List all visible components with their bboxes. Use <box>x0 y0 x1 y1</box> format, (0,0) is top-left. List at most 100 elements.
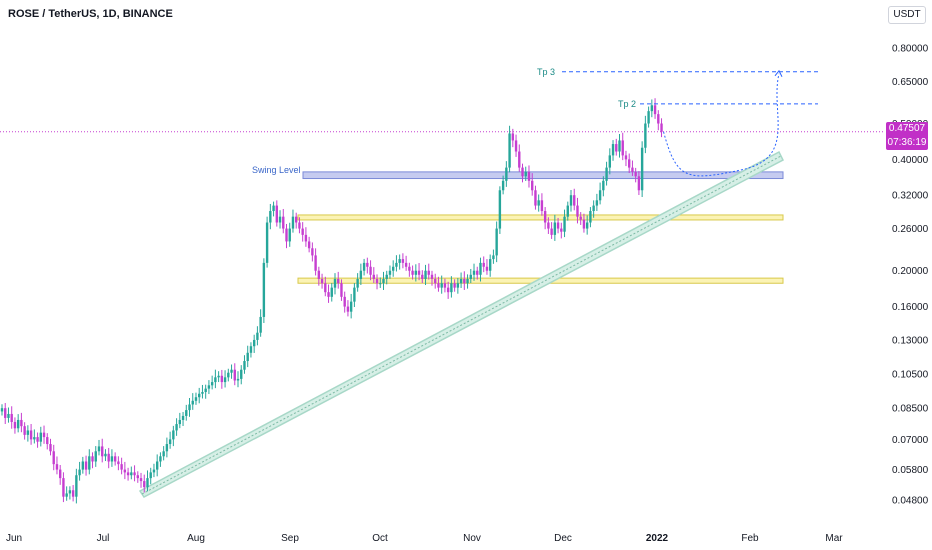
candle <box>424 264 427 286</box>
candle <box>650 99 654 118</box>
candle-body <box>304 234 308 242</box>
candle <box>240 365 243 385</box>
candle <box>185 404 188 421</box>
candle <box>78 461 81 481</box>
y-axis: 0.800000.650000.500000.400000.320000.260… <box>892 44 929 507</box>
candle <box>117 456 120 471</box>
candle <box>417 263 421 281</box>
candle <box>314 248 317 276</box>
candle-body <box>314 255 317 271</box>
candle-body <box>256 332 259 340</box>
candle-body <box>7 413 10 418</box>
candle <box>42 425 46 444</box>
candle <box>52 444 55 471</box>
candle <box>340 279 343 301</box>
candle-body <box>621 140 624 156</box>
candle-body <box>65 493 68 497</box>
candle <box>49 438 52 456</box>
candle-body <box>589 211 592 223</box>
candle-body <box>13 421 17 429</box>
candle-body <box>168 439 172 445</box>
candle-body <box>424 270 427 279</box>
candle <box>485 259 489 275</box>
candle-body <box>598 190 602 201</box>
candle <box>346 300 350 317</box>
candle <box>291 209 295 233</box>
candle-body <box>46 437 49 445</box>
candle-body <box>553 222 557 235</box>
candle-body <box>540 200 544 212</box>
currency-selector-button[interactable]: USDT <box>888 6 926 24</box>
candle <box>621 132 624 161</box>
candle-body <box>479 262 482 275</box>
candle-body <box>29 430 33 440</box>
candle <box>540 193 544 216</box>
candle-body <box>650 105 654 112</box>
candle-body <box>375 278 379 284</box>
candle <box>4 402 7 424</box>
candle-body <box>185 410 188 416</box>
candle <box>285 223 288 249</box>
candle-body <box>531 180 534 191</box>
candle-countdown: 07:36:19 <box>887 137 927 148</box>
candle <box>168 431 172 449</box>
candle <box>307 236 311 253</box>
candle-body <box>26 430 30 435</box>
candle <box>430 270 434 286</box>
candle <box>443 278 447 293</box>
candle <box>256 326 259 346</box>
candle-body <box>207 385 211 389</box>
candle-body <box>498 190 502 229</box>
candle-body <box>508 133 511 168</box>
candle-body <box>640 147 644 191</box>
candle <box>543 207 547 230</box>
candle-body <box>563 216 566 232</box>
candle <box>608 148 612 175</box>
candle-body <box>501 180 505 191</box>
candle <box>278 210 282 229</box>
candle <box>55 456 59 475</box>
candle <box>553 214 557 241</box>
candle <box>395 255 398 272</box>
candle <box>521 163 524 183</box>
candle-body <box>611 144 615 156</box>
candle <box>201 384 204 399</box>
candle <box>227 368 230 382</box>
candle <box>440 275 443 294</box>
candle <box>660 118 663 138</box>
candle <box>84 455 88 476</box>
candle-body <box>126 472 130 476</box>
candle <box>450 276 453 298</box>
candle <box>414 264 418 282</box>
x-tick-label: 2022 <box>646 533 669 544</box>
candle-body <box>233 369 236 381</box>
candle-body <box>366 262 369 267</box>
candle <box>456 278 460 294</box>
candle <box>33 429 36 444</box>
candle-body <box>414 270 418 275</box>
candle-body <box>0 408 4 412</box>
candle-body <box>307 241 311 249</box>
candle <box>269 203 272 230</box>
candle <box>126 467 130 481</box>
candle <box>466 274 469 289</box>
candle <box>149 467 152 485</box>
projection-path <box>663 73 780 177</box>
zone-1 <box>302 171 784 180</box>
candle-body <box>181 415 185 420</box>
candle <box>337 271 340 289</box>
candle <box>46 433 49 450</box>
candle-body <box>220 375 224 383</box>
y-tick-label: 0.13000 <box>892 335 929 346</box>
candle-body <box>155 461 159 470</box>
candle <box>640 141 644 197</box>
candle <box>644 115 647 154</box>
candle <box>262 258 266 323</box>
candle-body <box>404 262 408 267</box>
y-tick-label: 0.05800 <box>892 465 929 476</box>
y-tick-label: 0.65000 <box>892 77 929 88</box>
candle <box>566 201 569 221</box>
candle <box>437 276 440 292</box>
candle-body <box>227 372 230 378</box>
